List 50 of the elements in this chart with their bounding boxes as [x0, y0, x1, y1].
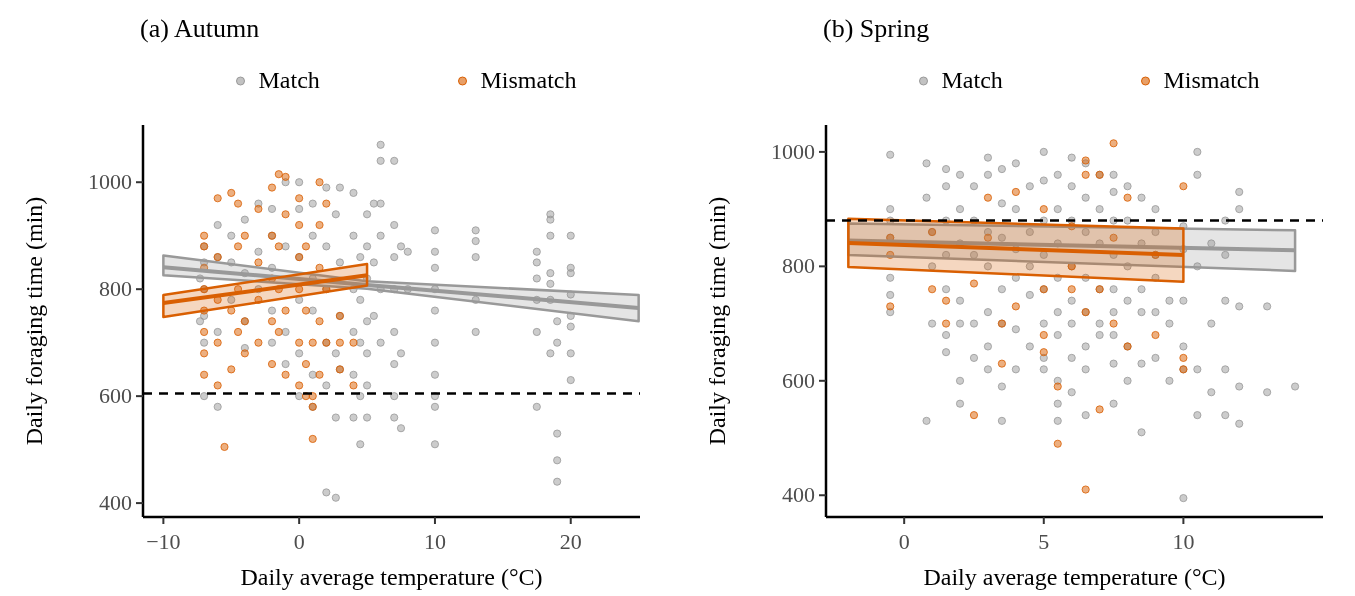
y-tick-label: 800	[782, 253, 815, 279]
y-tick-label: 800	[99, 276, 132, 302]
chart-title: (a) Autumn	[140, 14, 260, 43]
x-tick-label: 0	[898, 529, 910, 554]
y-tick-label: 400	[99, 490, 132, 516]
x-tick-label: 10	[423, 529, 446, 554]
point	[928, 285, 937, 294]
point	[1039, 348, 1048, 357]
point	[1095, 405, 1104, 414]
y-tick-label: 400	[782, 482, 815, 508]
x-tick-label: −10	[146, 529, 181, 554]
point	[941, 319, 951, 328]
y-axis-title: Daily foraging time (min)	[21, 196, 47, 446]
legend-label: Mismatch	[480, 67, 577, 93]
legend-label: Match	[258, 67, 320, 93]
point	[1053, 382, 1062, 391]
chart-title: (b) Spring	[823, 14, 930, 43]
x-axis-title: Daily average temperature (°C)	[923, 564, 1226, 590]
point	[1109, 139, 1118, 148]
point	[969, 411, 979, 420]
legend-label: Mismatch	[1163, 67, 1260, 93]
point	[1011, 302, 1020, 311]
point	[1039, 330, 1048, 340]
point	[1179, 353, 1188, 363]
point	[1081, 170, 1090, 179]
y-tick-label: 1000	[88, 169, 132, 195]
point	[1011, 187, 1020, 197]
point	[886, 302, 895, 311]
x-tick-label: 20	[559, 529, 582, 554]
y-tick-label: 600	[99, 383, 132, 409]
point	[1151, 330, 1160, 340]
y-axis-title: Daily foraging time (min)	[704, 196, 730, 446]
point	[1123, 193, 1132, 202]
point	[983, 193, 993, 202]
point	[997, 359, 1006, 368]
point	[1067, 285, 1076, 294]
y-tick-label: 600	[782, 367, 815, 393]
point	[969, 279, 979, 288]
point	[1053, 439, 1062, 448]
x-axis-title: Daily average temperature (°C)	[240, 564, 543, 590]
point	[1179, 182, 1188, 191]
x-tick-label: 10	[1172, 529, 1195, 554]
x-tick-label: 5	[1038, 529, 1050, 554]
point	[1109, 319, 1118, 328]
point	[941, 296, 951, 305]
x-tick-label: 0	[293, 529, 305, 554]
point	[1081, 485, 1090, 494]
legend-label: Match	[941, 67, 1003, 93]
point	[1039, 205, 1048, 214]
y-tick-label: 1000	[771, 138, 815, 164]
